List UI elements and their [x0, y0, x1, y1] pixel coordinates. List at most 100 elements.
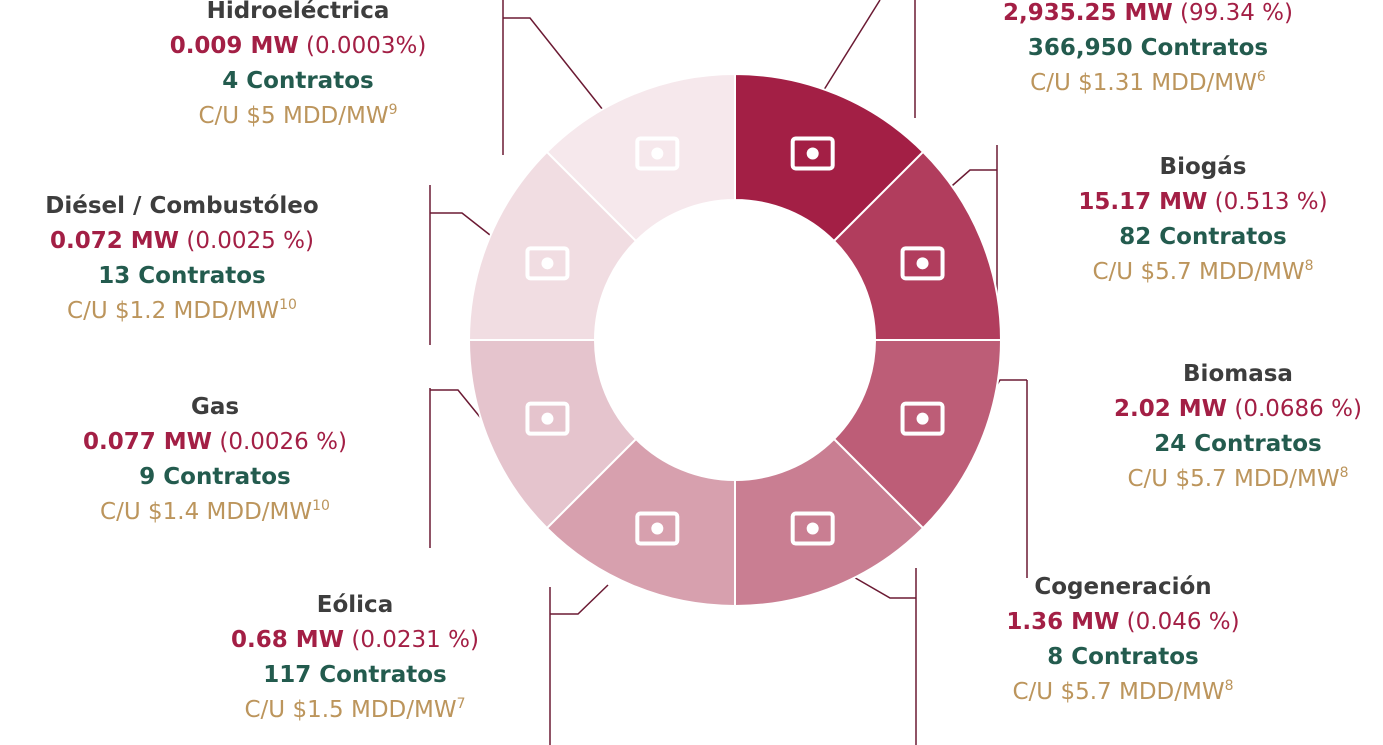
icon-detail	[806, 147, 819, 160]
segment-label: Cogeneración 1.36 MW (0.046 %) 8 Contratos…	[1006, 574, 1239, 705]
footnote: 9	[389, 102, 398, 118]
cost: C/U $5.7 MDD/MW	[1093, 259, 1305, 285]
capacity-line: 2.02 MW (0.0686 %)	[1114, 396, 1362, 422]
share: (0.0003%)	[306, 33, 426, 59]
capacity: 0.077 MW	[83, 429, 212, 455]
share-space	[1119, 609, 1126, 635]
contracts: 117 Contratos	[263, 662, 446, 688]
cost: C/U $1.31 MDD/MW	[1030, 70, 1257, 96]
donut-segment	[545, 72, 736, 243]
capacity-line: 0.009 MW (0.0003%)	[170, 33, 427, 59]
segment-label: Biomasa 2.02 MW (0.0686 %) 24 Contratos C/U…	[1114, 361, 1362, 492]
segment-label: 2,935.25 MW (99.34 %) 366,950 Contratos C/…	[1003, 0, 1293, 96]
cost: C/U $5.7 MDD/MW	[1128, 466, 1340, 492]
share-space	[212, 429, 219, 455]
segment-icon	[790, 511, 835, 546]
segment-icon	[635, 511, 680, 546]
cost-line: C/U $5.7 MDD/MW8	[1093, 258, 1314, 285]
source-name: Biomasa	[1183, 361, 1293, 387]
share-space	[179, 228, 186, 254]
leader-line	[844, 571, 916, 599]
cost: C/U $5 MDD/MW	[198, 103, 388, 129]
capacity-line: 1.36 MW (0.046 %)	[1006, 609, 1239, 635]
contracts: 24 Contratos	[1154, 431, 1321, 457]
footnote: 10	[312, 498, 330, 514]
icon-body	[900, 246, 945, 281]
icon-detail	[541, 257, 554, 270]
cost: C/U $1.2 MDD/MW	[67, 298, 279, 324]
footnote: 8	[1340, 465, 1349, 481]
contracts: 4 Contratos	[222, 68, 373, 94]
share: (0.0025 %)	[186, 228, 314, 254]
leader-line	[503, 17, 604, 111]
share-space	[1207, 189, 1214, 215]
icon-body	[790, 511, 835, 546]
icon-body	[525, 246, 570, 281]
segment-label: Hidroeléctrica 0.009 MW (0.0003%) 4 Contra…	[170, 0, 427, 129]
source-name: Biogás	[1160, 154, 1247, 180]
segment-icon	[525, 246, 570, 281]
capacity-line: 0.072 MW (0.0025 %)	[50, 228, 314, 254]
contracts: 8 Contratos	[1047, 644, 1198, 670]
footnote: 7	[457, 696, 466, 712]
segment-icon	[900, 401, 945, 436]
share: (0.0026 %)	[219, 429, 347, 455]
segment-icon	[635, 136, 680, 171]
icon-detail	[806, 522, 819, 535]
cost: C/U $1.5 MDD/MW	[245, 697, 457, 723]
icon-detail	[916, 412, 929, 425]
cost-line: C/U $5.7 MDD/MW8	[1013, 678, 1234, 705]
leader-line	[944, 169, 997, 193]
share: (99.34 %)	[1180, 0, 1293, 26]
segment-label: Diésel / Combustóleo 0.072 MW (0.0025 %) 1…	[45, 193, 318, 324]
share: (0.0686 %)	[1234, 396, 1362, 422]
share: (0.513 %)	[1215, 189, 1328, 215]
source-name: Gas	[191, 394, 239, 420]
icon-detail	[916, 257, 929, 270]
source-name: Hidroeléctrica	[207, 0, 390, 24]
capacity-line: 0.077 MW (0.0026 %)	[83, 429, 347, 455]
contracts: 82 Contratos	[1119, 224, 1286, 250]
share-space	[299, 33, 306, 59]
leader-line	[550, 584, 609, 615]
segment-icon	[790, 136, 835, 171]
share-space	[344, 627, 351, 653]
share: (0.046 %)	[1127, 609, 1240, 635]
cost-line: C/U $1.4 MDD/MW10	[100, 498, 330, 525]
segment-label: Biogás 15.17 MW (0.513 %) 82 Contratos C/U …	[1078, 154, 1327, 285]
cost-line: C/U $5.7 MDD/MW8	[1128, 465, 1349, 492]
capacity-line: 0.68 MW (0.0231 %)	[231, 627, 479, 653]
contracts: 13 Contratos	[98, 263, 265, 289]
footnote: 10	[279, 297, 297, 313]
icon-detail	[651, 522, 664, 535]
icon-body	[900, 401, 945, 436]
capacity-line: 2,935.25 MW (99.34 %)	[1003, 0, 1293, 26]
icon-detail	[541, 412, 554, 425]
leader-line	[821, 0, 881, 94]
segment-icon	[525, 401, 570, 436]
footnote: 8	[1225, 678, 1234, 694]
cost-line: C/U $1.2 MDD/MW10	[67, 297, 297, 324]
share: (0.0231 %)	[351, 627, 479, 653]
capacity: 1.36 MW	[1006, 609, 1119, 635]
cost: C/U $5.7 MDD/MW	[1013, 679, 1225, 705]
capacity: 0.009 MW	[170, 33, 299, 59]
footnote: 6	[1257, 69, 1266, 85]
source-name: Eólica	[317, 592, 393, 618]
cost-line: C/U $1.31 MDD/MW6	[1030, 69, 1266, 96]
icon-body	[525, 401, 570, 436]
share-space	[1173, 0, 1180, 26]
segment-label: Gas 0.077 MW (0.0026 %) 9 Contratos C/U $1.…	[83, 394, 347, 525]
source-name: Cogeneración	[1034, 574, 1211, 600]
segment-icon	[900, 246, 945, 281]
capacity: 2,935.25 MW	[1003, 0, 1173, 26]
icon-body	[635, 511, 680, 546]
leader-line	[430, 212, 491, 236]
capacity: 2.02 MW	[1114, 396, 1227, 422]
capacity-line: 15.17 MW (0.513 %)	[1078, 189, 1327, 215]
capacity: 15.17 MW	[1078, 189, 1207, 215]
footnote: 8	[1305, 258, 1314, 274]
cost-line: C/U $5 MDD/MW9	[198, 102, 397, 129]
source-name: Diésel / Combustóleo	[45, 193, 318, 219]
